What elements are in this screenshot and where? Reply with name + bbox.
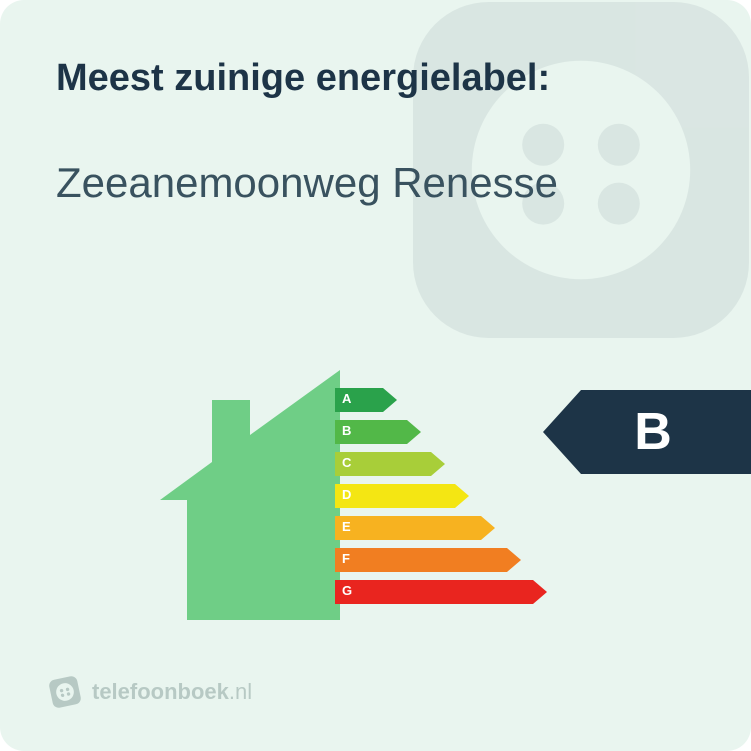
chevron-right-icon — [407, 420, 421, 444]
house-icon — [150, 370, 340, 620]
energy-label-card: Meest zuinige energielabel: Zeeanemoonwe… — [0, 0, 751, 751]
footer-text: telefoonboek.nl — [92, 679, 252, 705]
energy-bar-body — [335, 484, 455, 508]
footer-tld: .nl — [229, 679, 252, 704]
chevron-right-icon — [507, 548, 521, 572]
footer-brand: telefoonboek — [92, 679, 229, 704]
rating-badge-letter: B — [634, 402, 672, 462]
energy-bar-letter: C — [342, 455, 351, 470]
footer-logo-icon — [45, 672, 85, 712]
energy-bar-letter: G — [342, 583, 352, 598]
energy-bar-body — [335, 516, 481, 540]
energy-bar-letter: A — [342, 391, 351, 406]
card-title: Meest zuinige energielabel: — [56, 58, 550, 100]
rating-badge-body: B — [581, 390, 751, 474]
energy-bar-body — [335, 580, 533, 604]
rating-badge: B — [543, 390, 751, 474]
energy-bar-body — [335, 548, 507, 572]
chevron-right-icon — [455, 484, 469, 508]
card-subtitle: Zeeanemoonweg Renesse — [56, 160, 558, 206]
chevron-right-icon — [481, 516, 495, 540]
chevron-right-icon — [533, 580, 547, 604]
chevron-right-icon — [383, 388, 397, 412]
energy-chart: A B C D E F G — [150, 370, 610, 630]
chevron-right-icon — [431, 452, 445, 476]
energy-bar-letter: D — [342, 487, 351, 502]
energy-bar-letter: B — [342, 423, 351, 438]
energy-bar-letter: F — [342, 551, 350, 566]
rating-badge-arrow — [543, 390, 581, 474]
footer: telefoonboek.nl — [48, 675, 252, 709]
energy-bar-letter: E — [342, 519, 351, 534]
